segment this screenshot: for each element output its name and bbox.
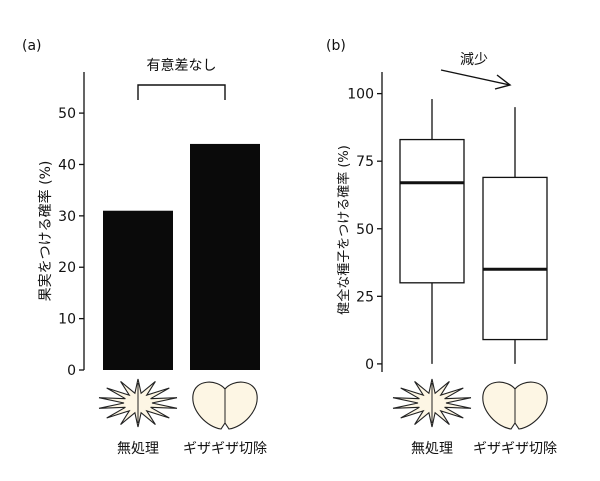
panel-b-tick-label: 100 (347, 87, 374, 103)
box-plot (482, 107, 548, 364)
category-label: 無処理 (411, 441, 453, 457)
category-label: ギザギザ切除 (473, 441, 557, 457)
panel-a: (a) 果実をつける確率 (%) 0 10 20 30 40 50 有意差なし 無処理 ギザ… (22, 38, 267, 457)
box-plot (399, 99, 465, 364)
category-label: ギザギザ切除 (183, 441, 267, 457)
panel-a-y-axis-label: 果実をつける確率 (%) (37, 161, 54, 302)
bar (103, 210, 173, 370)
panel-a-label: (a) (22, 38, 42, 54)
panel-a-tick-label: 0 (67, 363, 76, 379)
significance-bracket (137, 84, 226, 100)
panel-a-tick-label: 30 (58, 209, 76, 225)
panel-a-tick-label: 50 (58, 106, 76, 122)
panel-b-y-axis: 0 25 50 75 100 (347, 72, 383, 373)
panel-a-category-labels: 無処理 ギザギザ切除 (117, 441, 267, 457)
decrease-arrow-icon (440, 69, 512, 90)
panel-b: (b) 健全な種子をつける確率 (%) 0 25 50 75 100 減少 無処理 ギザギ… (326, 38, 557, 457)
panel-a-tick-label: 10 (58, 312, 76, 328)
panel-b-label: (b) (326, 38, 346, 54)
panel-b-y-axis-label: 健全な種子をつける確率 (%) (336, 145, 352, 315)
panel-b-tick-label: 50 (356, 222, 374, 238)
significance-annotation: 有意差なし (147, 57, 217, 74)
panel-a-bars (103, 143, 260, 370)
panel-a-tick-label: 20 (58, 260, 76, 276)
spiky-flower-icon (392, 378, 472, 428)
spiky-flower-icon (98, 378, 178, 428)
smooth-flower-icon (482, 381, 548, 430)
decrease-annotation: 減少 (460, 51, 488, 68)
bar (190, 143, 260, 370)
box (399, 138, 465, 284)
panel-b-boxes (399, 99, 548, 364)
treatment-icons (98, 378, 548, 430)
panel-b-tick-label: 25 (356, 289, 374, 305)
panel-a-y-axis: 0 10 20 30 40 50 (58, 72, 85, 379)
panel-b-category-labels: 無処理 ギザギザ切除 (411, 441, 557, 457)
panel-b-tick-label: 0 (365, 357, 374, 373)
category-label: 無処理 (117, 441, 159, 457)
box (482, 176, 548, 341)
panel-a-tick-label: 40 (58, 157, 76, 173)
panel-b-tick-label: 75 (356, 154, 374, 170)
smooth-flower-icon (192, 381, 258, 430)
